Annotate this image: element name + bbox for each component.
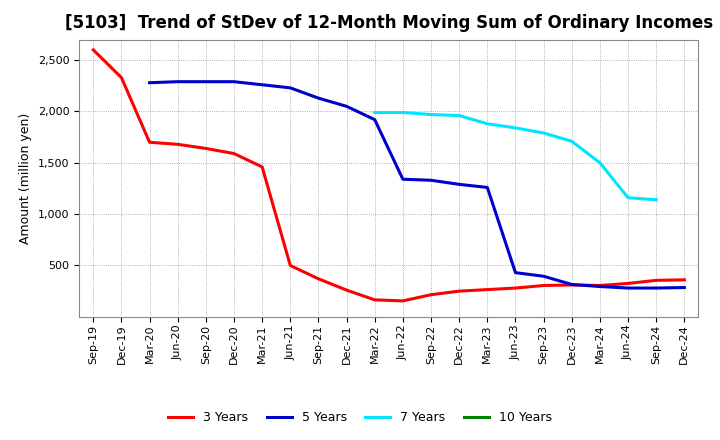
5 Years <box>145 80 154 85</box>
7 Years <box>567 139 576 144</box>
3 Years <box>230 151 238 156</box>
7 Years <box>483 121 492 126</box>
Line: 3 Years: 3 Years <box>94 50 684 301</box>
3 Years <box>595 283 604 288</box>
3 Years <box>174 142 182 147</box>
5 Years <box>539 274 548 279</box>
Line: 7 Years: 7 Years <box>374 113 656 200</box>
3 Years <box>652 278 660 283</box>
7 Years <box>652 197 660 202</box>
5 Years <box>455 182 464 187</box>
Y-axis label: Amount (million yen): Amount (million yen) <box>19 113 32 244</box>
5 Years <box>511 270 520 275</box>
5 Years <box>314 95 323 101</box>
3 Years <box>202 146 210 151</box>
5 Years <box>230 79 238 84</box>
3 Years <box>680 277 688 282</box>
7 Years <box>595 160 604 165</box>
3 Years <box>624 281 632 286</box>
5 Years <box>174 79 182 84</box>
Legend: 3 Years, 5 Years, 7 Years, 10 Years: 3 Years, 5 Years, 7 Years, 10 Years <box>163 407 557 429</box>
3 Years <box>370 297 379 303</box>
7 Years <box>511 125 520 131</box>
5 Years <box>652 286 660 291</box>
7 Years <box>539 130 548 136</box>
3 Years <box>89 47 98 52</box>
7 Years <box>455 113 464 118</box>
3 Years <box>539 283 548 288</box>
3 Years <box>455 289 464 294</box>
5 Years <box>258 82 266 88</box>
5 Years <box>427 178 436 183</box>
3 Years <box>511 286 520 291</box>
5 Years <box>202 79 210 84</box>
5 Years <box>342 104 351 109</box>
7 Years <box>399 110 408 115</box>
3 Years <box>567 282 576 288</box>
7 Years <box>624 195 632 200</box>
3 Years <box>117 75 126 80</box>
Title: [5103]  Trend of StDev of 12-Month Moving Sum of Ordinary Incomes: [5103] Trend of StDev of 12-Month Moving… <box>65 15 713 33</box>
3 Years <box>483 287 492 292</box>
5 Years <box>399 176 408 182</box>
3 Years <box>145 139 154 145</box>
3 Years <box>342 287 351 293</box>
3 Years <box>427 292 436 297</box>
7 Years <box>427 112 436 117</box>
7 Years <box>370 110 379 115</box>
3 Years <box>399 298 408 304</box>
5 Years <box>567 282 576 287</box>
3 Years <box>258 164 266 169</box>
5 Years <box>483 185 492 190</box>
5 Years <box>624 286 632 291</box>
3 Years <box>314 276 323 282</box>
5 Years <box>370 117 379 122</box>
5 Years <box>595 284 604 289</box>
Line: 5 Years: 5 Years <box>150 82 684 288</box>
3 Years <box>286 263 294 268</box>
5 Years <box>680 285 688 290</box>
5 Years <box>286 85 294 91</box>
